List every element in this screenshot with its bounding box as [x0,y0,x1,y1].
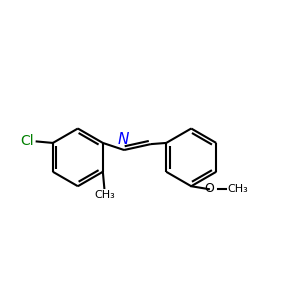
Text: O: O [205,182,214,195]
Text: Cl: Cl [21,134,34,148]
Text: CH₃: CH₃ [94,190,115,200]
Text: N: N [118,132,129,147]
Text: CH₃: CH₃ [227,184,248,194]
